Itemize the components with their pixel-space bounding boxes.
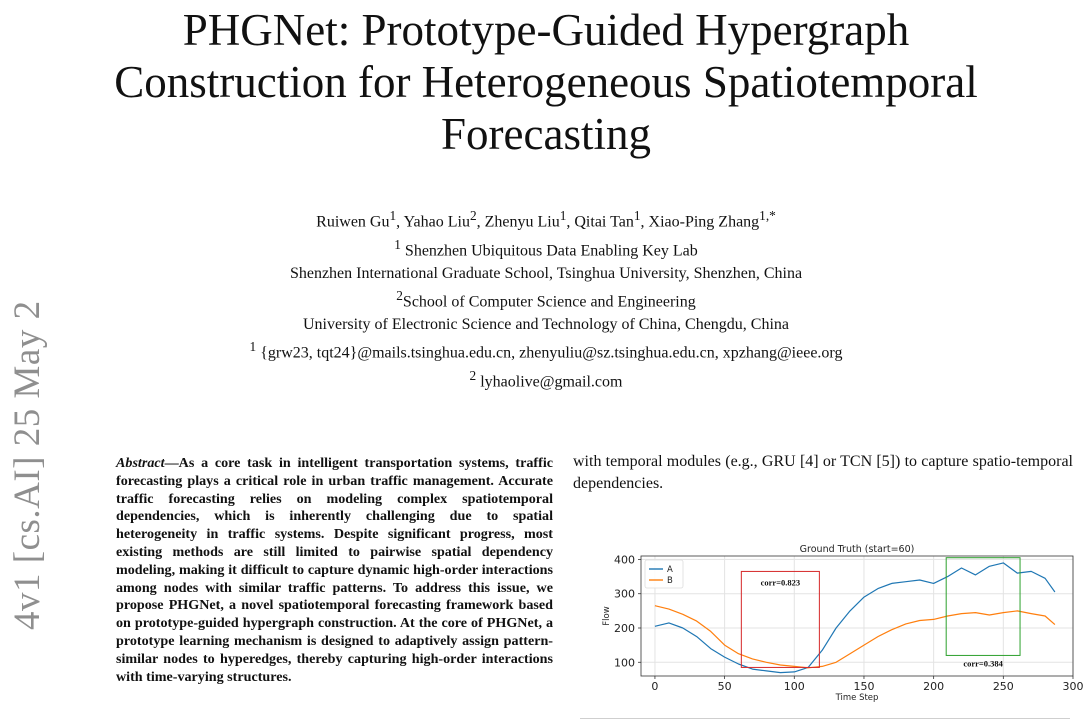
email-line-2: 2 lyhaolive@gmail.com <box>0 365 1092 394</box>
author-sup: 1,* <box>759 208 776 223</box>
right-column-text: with temporal modules (e.g., GRU [4] or … <box>573 453 1073 492</box>
author-name: Ruiwen Gu <box>316 213 390 231</box>
x-tick-label: 100 <box>784 680 805 693</box>
annotation-box <box>945 557 1021 656</box>
email-sup: 2 <box>469 368 477 384</box>
figure-ground-truth: 0 50 100 150 200 250 300 100 200 300 400 Ground Tru… <box>585 540 1085 725</box>
author-name: Yahao Liu <box>403 213 470 231</box>
affiliation-sup: 2 <box>396 288 403 304</box>
annotation-label: corr=0.823 <box>761 577 801 587</box>
author-list: Ruiwen Gu1, Yahao Liu2, Zhenyu Liu1, Qit… <box>316 208 776 231</box>
x-tick-label: 0 <box>651 680 658 693</box>
x-tick-label: 250 <box>993 680 1014 693</box>
abstract-dash: — <box>164 455 179 471</box>
email-line-1: 1 {grw23, tqt24}@mails.tsinghua.edu.cn, … <box>0 336 1092 365</box>
abstract-label: Abstract <box>116 455 165 471</box>
author-name: Xiao-Ping Zhang <box>648 213 760 231</box>
affiliation-4: University of Electronic Science and Tec… <box>302 315 790 333</box>
abstract-text: As a core task in intelligent transporta… <box>116 455 553 685</box>
plot-frame <box>640 555 1074 677</box>
x-axis-label: Time Step <box>835 693 879 703</box>
email-sup: 1 <box>249 339 257 355</box>
paper-title: PHGNet: Prototype-Guided Hypergraph Cons… <box>0 4 1092 160</box>
affiliation-sup: 1 <box>394 236 401 252</box>
y-axis-label: Flow <box>602 606 612 625</box>
title-line-1: PHGNet: Prototype-Guided Hypergraph <box>182 5 910 55</box>
title-line-3: Forecasting <box>441 109 651 159</box>
y-tick-label: 100 <box>614 656 635 669</box>
legend-label-b: B <box>667 576 673 586</box>
x-tick-label: 150 <box>853 680 874 693</box>
author-name: Qitai Tan <box>574 213 634 231</box>
annotation-label: corr=0.384 <box>963 658 1003 668</box>
affiliation-text: Shenzhen Ubiquitous Data Enabling Key La… <box>404 242 698 260</box>
abstract: Abstract—As a core task in intelligent t… <box>116 455 553 686</box>
email-text: {grw23, tqt24}@mails.tsinghua.edu.cn, zh… <box>260 344 843 362</box>
email-text: lyhaolive@gmail.com <box>480 373 623 391</box>
affiliation-3: 2School of Computer Science and Engineer… <box>0 285 1092 314</box>
affiliation-text: School of Computer Science and Engineeri… <box>402 293 696 311</box>
figure-divider <box>580 718 1070 719</box>
author-sup: 1 <box>559 208 567 223</box>
affiliation-2: Shenzhen International Graduate School, … <box>289 264 803 282</box>
legend-label-a: A <box>667 565 673 575</box>
series-line-b <box>654 605 1056 669</box>
legend-box <box>644 559 684 589</box>
y-tick-label: 400 <box>614 553 635 566</box>
affiliation-1: 1 Shenzhen Ubiquitous Data Enabling Key … <box>0 234 1092 263</box>
x-tick-label: 200 <box>923 680 944 693</box>
line-chart: 0 50 100 150 200 250 300 100 200 300 400 Ground Tru… <box>602 544 1084 703</box>
author-block: Ruiwen Gu1, Yahao Liu2, Zhenyu Liu1, Qit… <box>0 205 1092 394</box>
x-tick-label: 300 <box>1063 680 1084 693</box>
author-sup: 1 <box>389 208 397 223</box>
chart-title: Ground Truth (start=60) <box>800 544 915 555</box>
annotation-box <box>740 570 820 668</box>
author-name: Zhenyu Liu <box>484 213 560 231</box>
author-sup: 2 <box>469 208 477 223</box>
series-line-a <box>654 562 1056 674</box>
y-tick-label: 300 <box>614 588 635 601</box>
title-line-2: Construction for Heterogeneous Spatiotem… <box>114 57 978 107</box>
y-tick-label: 200 <box>614 622 635 635</box>
x-tick-label: 50 <box>718 680 732 693</box>
author-sup: 1 <box>633 208 641 223</box>
